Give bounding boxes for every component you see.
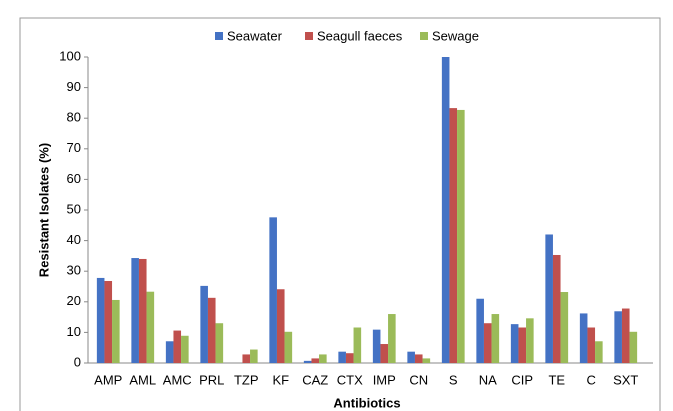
- y-tick-label: 0: [74, 354, 81, 369]
- bar: [96, 277, 105, 363]
- bar: [595, 341, 603, 363]
- bar: [165, 341, 174, 363]
- bar: [353, 327, 362, 363]
- x-tick-label: TZP: [234, 372, 259, 387]
- x-tick-label: S: [449, 372, 458, 387]
- x-tick-label: PRL: [199, 372, 224, 387]
- x-tick-label: KF: [272, 372, 289, 387]
- bar: [614, 311, 622, 363]
- y-tick-label: 10: [67, 324, 81, 339]
- legend-swatch: [420, 32, 428, 40]
- bar: [146, 291, 155, 363]
- x-tick-label: TE: [548, 372, 565, 387]
- x-tick-label: C: [587, 372, 596, 387]
- bar: [200, 285, 208, 363]
- bar: [621, 308, 630, 363]
- bar: [545, 234, 553, 363]
- x-tick-label: CN: [409, 372, 428, 387]
- bar: [526, 318, 534, 363]
- bar: [476, 298, 484, 363]
- bar: [215, 323, 224, 363]
- bar: [104, 280, 113, 363]
- bar: [518, 327, 527, 363]
- y-tick-label: 90: [67, 79, 81, 94]
- bar: [449, 108, 458, 364]
- bar: [284, 331, 293, 363]
- bar: [242, 354, 251, 363]
- bar: [181, 335, 189, 363]
- y-tick-label: 60: [67, 171, 81, 186]
- bar: [173, 330, 182, 363]
- bar: [311, 358, 320, 363]
- bar: [345, 353, 354, 363]
- y-tick-label: 50: [67, 201, 81, 216]
- bar: [629, 331, 638, 363]
- bar: [112, 299, 120, 363]
- bar: [457, 109, 465, 363]
- legend-swatch: [305, 32, 313, 40]
- bar: [422, 358, 431, 363]
- y-tick-label: 100: [59, 48, 81, 63]
- bar: [276, 289, 285, 363]
- y-axis-title: Resistant Isolates (%): [36, 143, 51, 277]
- bar: [372, 329, 381, 363]
- legend-swatch: [215, 32, 223, 40]
- bar: [407, 351, 415, 363]
- bar: [380, 344, 389, 363]
- x-tick-label: SXT: [613, 372, 638, 387]
- x-tick-label: NA: [479, 372, 497, 387]
- bar: [483, 323, 492, 363]
- bar: [269, 217, 277, 363]
- y-tick-label: 40: [67, 232, 81, 247]
- bar: [207, 297, 216, 363]
- bar: [131, 258, 139, 363]
- bar: [250, 349, 258, 363]
- x-tick-label: AML: [129, 372, 156, 387]
- y-tick-label: 30: [67, 263, 81, 278]
- y-tick-label: 70: [67, 140, 81, 155]
- bar: [388, 314, 396, 363]
- legend-label: Seawater: [227, 28, 283, 43]
- x-tick-label: CAZ: [302, 372, 328, 387]
- x-axis-title: Antibiotics: [333, 395, 400, 410]
- x-tick-label: AMC: [163, 372, 192, 387]
- bar: [303, 360, 312, 363]
- y-tick-label: 80: [67, 110, 81, 125]
- bar: [414, 354, 423, 363]
- bar: [579, 313, 588, 363]
- bar: [560, 292, 569, 363]
- bar: [552, 254, 561, 363]
- bar: [441, 57, 450, 363]
- x-tick-label: CIP: [511, 372, 533, 387]
- bar: [491, 314, 500, 363]
- x-tick-label: AMP: [94, 372, 122, 387]
- bar: [587, 327, 596, 363]
- bar: [510, 324, 519, 363]
- legend-label: Sewage: [432, 28, 479, 43]
- legend-label: Seagull faeces: [317, 28, 403, 43]
- x-tick-label: IMP: [373, 372, 396, 387]
- bar: [138, 258, 147, 363]
- y-tick-label: 20: [67, 293, 81, 308]
- bar: [319, 354, 327, 363]
- bar: [338, 351, 346, 363]
- x-tick-label: CTX: [337, 372, 363, 387]
